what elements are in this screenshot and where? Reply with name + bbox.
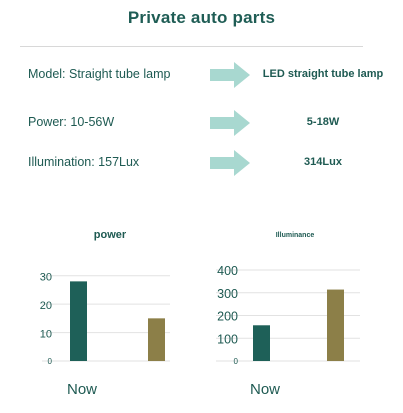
new-spec-value: 5-18W [306, 116, 340, 128]
bar [148, 318, 165, 361]
y-tick-label: 100 [217, 332, 238, 346]
old-spec-label: Model: Straight tube lamp [28, 67, 171, 81]
y-tick-label: 300 [217, 287, 238, 301]
x-axis-label: Now [67, 381, 97, 398]
arrow-right-icon [210, 110, 250, 136]
new-spec-value: LED straight tube lamp [262, 68, 384, 80]
bar [70, 281, 87, 361]
old-spec-label: Illumination: 157Lux [28, 155, 140, 169]
new-spec-value: 314Lux [304, 156, 342, 168]
comparison-row: Model: Straight tube lamp LED straight tu… [0, 60, 403, 90]
old-spec-label: Power: 10-56W [28, 115, 115, 129]
arrow-right-icon [210, 62, 250, 88]
y-tick-label: 400 [217, 264, 238, 278]
y-tick-label: 0 [234, 357, 239, 366]
illuminance-chart-title: Illuminance [275, 232, 315, 239]
power-chart: 0 10 20 30 Now [40, 272, 170, 398]
comparison-row: Illumination: 157Lux 314Lux [0, 148, 403, 178]
x-axis-label: Now [250, 381, 280, 398]
y-tick-label: 20 [40, 300, 52, 312]
y-tick-label: 10 [40, 329, 52, 341]
y-tick-label: 200 [217, 310, 238, 324]
comparison-row: Power: 10-56W 5-18W [0, 108, 403, 138]
power-chart-title: power [93, 229, 127, 241]
y-tick-label: 30 [40, 272, 52, 284]
bar [327, 289, 344, 361]
divider [20, 46, 363, 47]
bar [253, 325, 270, 361]
page-title: Private auto parts [127, 8, 276, 27]
y-tick-label: 0 [48, 357, 53, 366]
arrow-right-icon [210, 150, 250, 176]
illuminance-chart: 0 100 200 300 400 Now [216, 264, 360, 398]
